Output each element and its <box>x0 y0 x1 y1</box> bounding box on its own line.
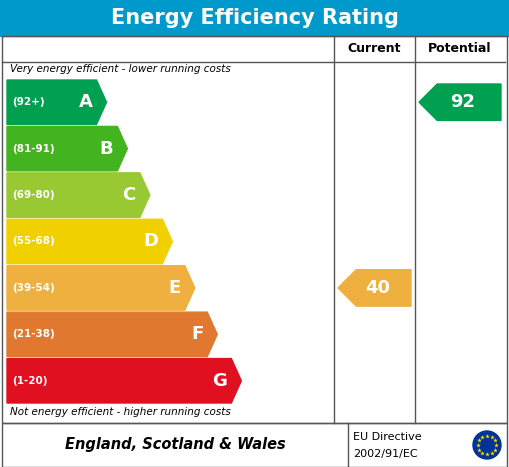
Text: D: D <box>144 233 158 250</box>
Polygon shape <box>7 312 217 357</box>
Text: 40: 40 <box>365 279 390 297</box>
Text: E: E <box>168 279 181 297</box>
Text: Energy Efficiency Rating: Energy Efficiency Rating <box>110 8 399 28</box>
Circle shape <box>473 431 501 459</box>
Text: (1-20): (1-20) <box>12 376 47 386</box>
Text: F: F <box>191 325 203 343</box>
Text: A: A <box>78 93 93 111</box>
Polygon shape <box>7 127 127 171</box>
Text: (69-80): (69-80) <box>12 190 54 200</box>
Polygon shape <box>419 84 501 120</box>
Polygon shape <box>7 173 150 217</box>
Text: B: B <box>100 140 114 158</box>
Polygon shape <box>7 266 195 310</box>
Text: Not energy efficient - higher running costs: Not energy efficient - higher running co… <box>10 407 231 417</box>
Polygon shape <box>338 270 411 306</box>
Text: EU Directive: EU Directive <box>353 432 421 442</box>
Text: (21-38): (21-38) <box>12 329 55 340</box>
Bar <box>2 423 507 467</box>
Text: Potential: Potential <box>428 42 492 56</box>
Text: England, Scotland & Wales: England, Scotland & Wales <box>65 438 286 453</box>
Text: Very energy efficient - lower running costs: Very energy efficient - lower running co… <box>10 64 231 74</box>
Text: 2002/91/EC: 2002/91/EC <box>353 449 417 459</box>
Text: (39-54): (39-54) <box>12 283 55 293</box>
Text: (55-68): (55-68) <box>12 236 55 247</box>
Text: 92: 92 <box>450 93 475 111</box>
Text: G: G <box>212 372 228 390</box>
Text: C: C <box>123 186 136 204</box>
Text: (92+): (92+) <box>12 97 45 107</box>
Polygon shape <box>7 80 106 124</box>
Polygon shape <box>7 219 173 264</box>
Text: (81-91): (81-91) <box>12 144 54 154</box>
Bar <box>0 0 509 36</box>
Bar <box>2 36 507 423</box>
Text: Current: Current <box>348 42 401 56</box>
Polygon shape <box>7 359 241 403</box>
